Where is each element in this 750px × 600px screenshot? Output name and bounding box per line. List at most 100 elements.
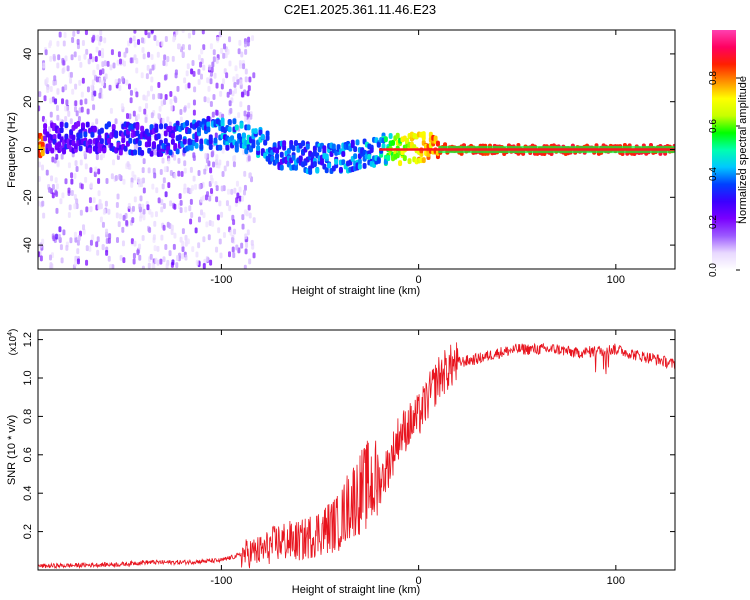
spectrogram-cell bbox=[187, 128, 192, 135]
spectrogram-cell bbox=[251, 35, 255, 42]
spectrogram-cell bbox=[220, 185, 224, 192]
spectrogram-cell bbox=[165, 263, 169, 269]
spectrogram-cell bbox=[207, 85, 211, 92]
spectrogram-cell bbox=[62, 148, 67, 155]
spectrogram-cell bbox=[49, 55, 53, 62]
spectrogram-cell bbox=[80, 106, 84, 113]
spectrogram-cell bbox=[75, 166, 79, 173]
spectrogram-cell bbox=[117, 221, 121, 228]
spectrogram-cell bbox=[97, 190, 101, 197]
spectrogram-cell bbox=[222, 43, 226, 50]
spectrogram-cell bbox=[252, 217, 256, 224]
spectrogram-cell bbox=[189, 218, 193, 225]
spectrogram-cell bbox=[175, 262, 179, 269]
spectrogram-cell bbox=[279, 164, 284, 171]
spectrogram-cell bbox=[215, 82, 219, 89]
spectrogram-cell bbox=[85, 206, 89, 213]
spectrogram-cell bbox=[312, 145, 317, 152]
spectrogram-cell bbox=[110, 173, 114, 180]
spectrogram-cell bbox=[56, 87, 60, 94]
spectrogram-cell bbox=[141, 235, 145, 242]
spectrogram-cell bbox=[164, 93, 168, 100]
spectrogram-cell bbox=[195, 259, 199, 266]
spectrogram-cell bbox=[96, 64, 100, 71]
spectrogram-cell bbox=[203, 168, 207, 175]
spectrogram-cell bbox=[227, 188, 231, 195]
spectrogram-cell bbox=[265, 130, 270, 137]
colorbar-tick-label: 0.4 bbox=[708, 167, 719, 181]
spectrogram-cell bbox=[96, 236, 100, 243]
spectrogram-cell bbox=[164, 36, 168, 43]
spectrogram-cell bbox=[119, 254, 123, 261]
spectrogram-cell bbox=[263, 139, 268, 146]
spectrogram-cell bbox=[99, 138, 104, 145]
spectrogram-cell bbox=[60, 153, 64, 160]
spectrogram-cell bbox=[102, 152, 106, 159]
spectrogram-cell bbox=[206, 191, 210, 198]
spectrogram-cell bbox=[63, 32, 67, 39]
spectrogram-cell bbox=[181, 246, 185, 253]
spectrogram-cell bbox=[55, 104, 59, 111]
spectrogram-cell bbox=[172, 243, 176, 250]
spectrogram-cell bbox=[150, 211, 154, 218]
spectrogram-cell bbox=[192, 155, 196, 162]
spectrogram-cell bbox=[199, 196, 203, 203]
spectrogram-cell bbox=[118, 213, 122, 220]
spectrogram-cell bbox=[129, 37, 133, 44]
spectrogram-cell bbox=[162, 224, 166, 231]
spectrogram-cell bbox=[117, 51, 121, 58]
spectrogram-cell bbox=[205, 221, 209, 228]
spectrogram-cell bbox=[121, 226, 125, 233]
spectrogram-cell bbox=[369, 147, 374, 154]
spectrogram-cell bbox=[324, 167, 329, 174]
spectrogram-cell bbox=[136, 249, 140, 256]
spectrogram-cell bbox=[190, 68, 194, 75]
spectrogram-cell bbox=[60, 257, 64, 264]
snr-panel: -100 0 100 0.2 0.4 0.6 0.8 1.0 1.2 Height of str… bbox=[6, 329, 676, 596]
spectrogram-cell bbox=[129, 89, 133, 96]
spectrogram-cell bbox=[147, 51, 151, 58]
spectrogram-cell bbox=[133, 240, 137, 247]
spectrogram-cell bbox=[205, 255, 209, 262]
spectrogram-cell bbox=[132, 252, 136, 259]
spectrogram-cell bbox=[147, 167, 151, 174]
spectrogram-cell bbox=[192, 175, 196, 182]
spectrogram-cell bbox=[208, 134, 213, 141]
spectrogram-cell bbox=[71, 37, 75, 44]
spectrogram-cell bbox=[218, 238, 222, 245]
spectrogram-cell bbox=[90, 84, 94, 91]
spectrogram-cell bbox=[247, 104, 251, 111]
spectrogram-cell bbox=[181, 240, 185, 247]
spectrogram-cell bbox=[105, 249, 109, 256]
spectrogram-cell bbox=[59, 198, 63, 205]
spectrogram-cell bbox=[180, 170, 184, 177]
spectrogram-cell bbox=[386, 155, 391, 162]
spectrogram-cell bbox=[244, 233, 248, 240]
spectrogram-cell bbox=[376, 141, 381, 148]
spectrogram-cell bbox=[154, 211, 158, 218]
spectrogram-cell bbox=[353, 153, 358, 160]
spectrogram-cell bbox=[183, 160, 187, 167]
spectrogram-cell bbox=[144, 95, 148, 102]
spectrogram-cell bbox=[84, 163, 88, 170]
spectrogram-cell bbox=[173, 172, 177, 179]
spectrogram-cell bbox=[220, 47, 224, 54]
spectrogram-cell bbox=[236, 78, 240, 85]
spectrogram-cell bbox=[101, 244, 105, 251]
spectrogram-cell bbox=[226, 91, 230, 98]
spectrogram-cell bbox=[145, 102, 149, 109]
spectrogram-cell bbox=[220, 117, 225, 124]
spectrogram-cell bbox=[70, 178, 74, 185]
spectrogram-cell bbox=[183, 77, 187, 84]
spectrogram-cell bbox=[338, 166, 343, 173]
spectrogram-cell bbox=[67, 187, 71, 194]
spectrogram-cell bbox=[250, 239, 254, 246]
spectrogram-cell bbox=[319, 159, 324, 166]
spectrogram-cell bbox=[69, 77, 73, 84]
spectrogram-cell bbox=[247, 85, 251, 92]
spectrogram-cell bbox=[67, 211, 71, 218]
spectrogram-cell bbox=[92, 104, 96, 111]
spectrogram-cell bbox=[88, 138, 93, 145]
spectrogram-cell bbox=[48, 126, 52, 133]
spectrogram-cell bbox=[244, 41, 248, 48]
